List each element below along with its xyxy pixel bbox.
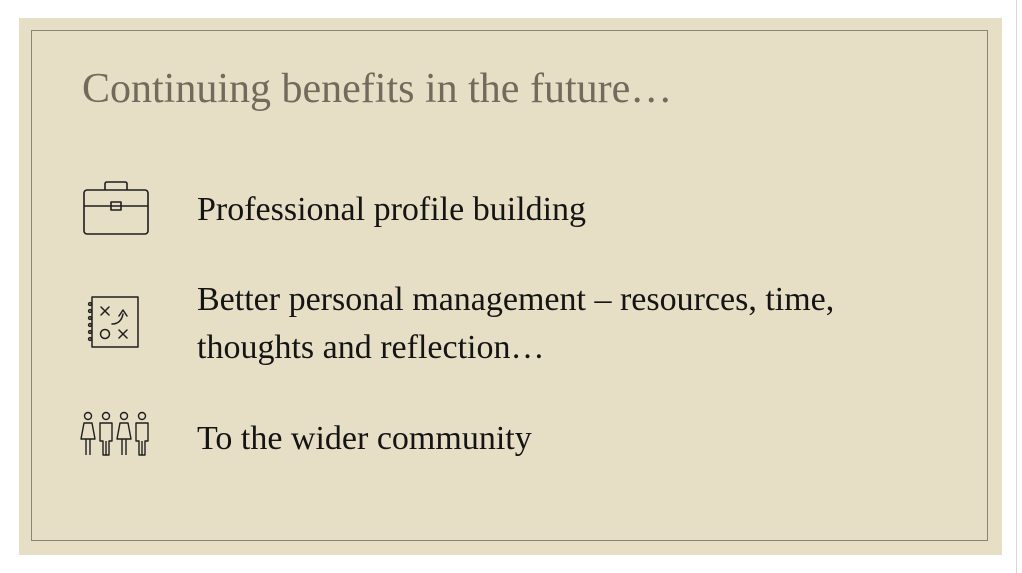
- community-people-icon: [80, 411, 149, 456]
- slide-border-frame: [31, 30, 988, 541]
- benefit-item-wider-community: To the wider community: [197, 420, 532, 457]
- slide-title: Continuing benefits in the future…: [82, 66, 673, 112]
- window-edge-divider: [1016, 0, 1017, 573]
- benefit-item-personal-management-line-2: thoughts and reflection…: [197, 329, 545, 366]
- benefit-item-profile-building: Professional profile building: [197, 191, 587, 228]
- benefit-item-personal-management: Better personal management – resources, …: [197, 276, 834, 372]
- briefcase-icon: [83, 181, 149, 235]
- strategy-notebook-icon: [87, 296, 139, 348]
- benefit-item-personal-management-line-1: Better personal management – resources, …: [197, 281, 835, 318]
- slide: Continuing benefits in the future… Profe…: [19, 18, 1002, 555]
